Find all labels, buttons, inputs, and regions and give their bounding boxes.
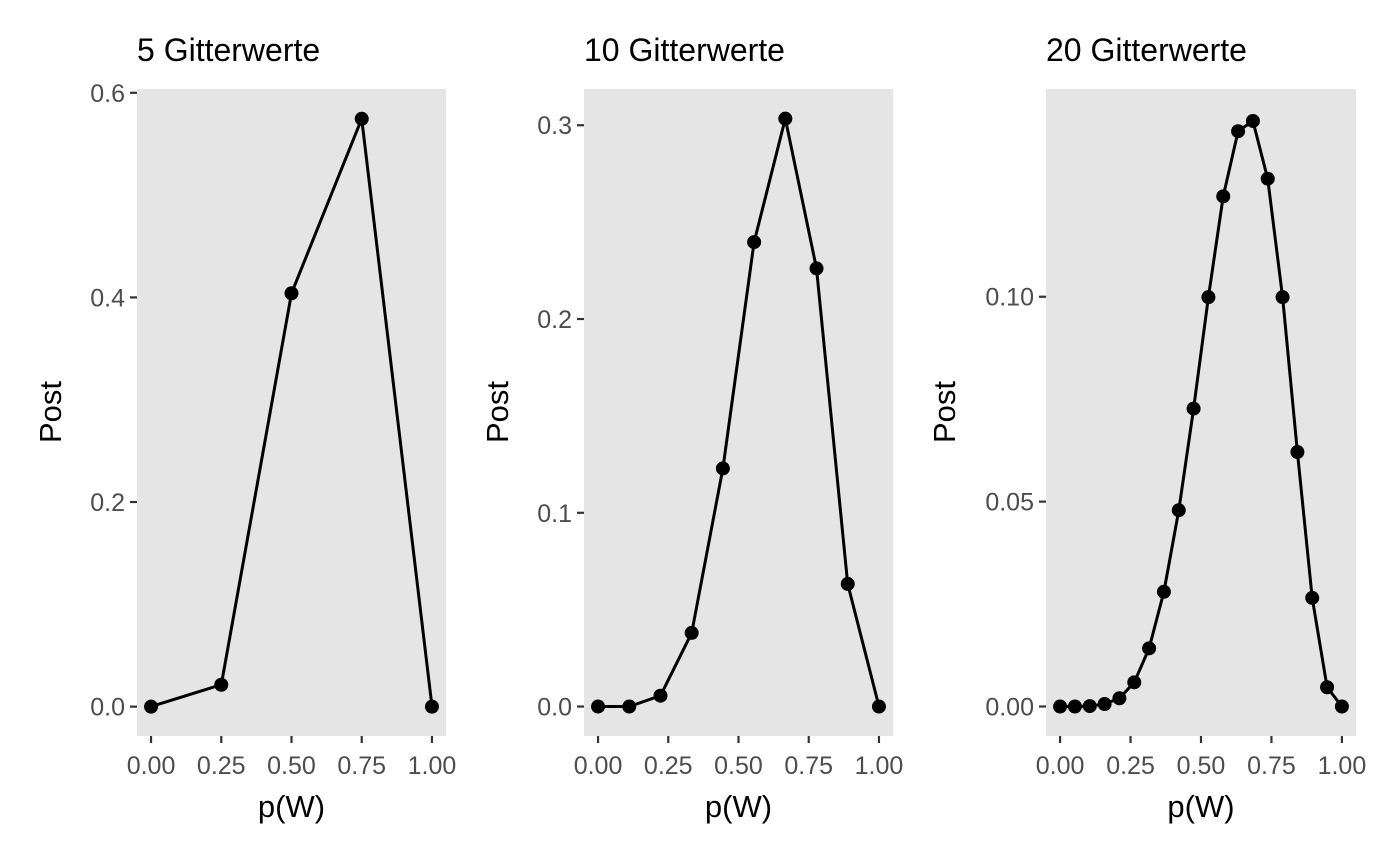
panel-2-title: 10 Gitterwerte [584, 32, 785, 68]
panel-1-point-1 [214, 677, 229, 692]
panel-3-point-8 [1171, 503, 1186, 518]
panel-1-y-tick-label-0: 0.0 [90, 694, 125, 722]
panel-1-x-tick-label-0: 0.00 [127, 752, 176, 780]
panel-3-point-9 [1186, 401, 1201, 416]
panel-1: 5 Gitterwerte 0.00 0.25 0.50 0.75 1.00 0.0 0.2… [33, 32, 456, 824]
panel-1-x-tick-label-4: 1.00 [408, 752, 457, 780]
panel-3-y-tick-label-1: 0.05 [985, 489, 1034, 517]
panel-2-y-tick-label-0: 0.0 [537, 694, 572, 722]
panel-1-x-tick-label-1: 0.25 [197, 752, 246, 780]
panel-2-x-tick-label-4: 1.00 [855, 752, 904, 780]
panel-3-point-19 [1334, 699, 1349, 714]
panel-2-point-4 [715, 461, 730, 476]
panel-2-point-6 [778, 111, 793, 126]
panel-2-x-tick-label-3: 0.75 [784, 752, 833, 780]
panel-3-point-1 [1067, 699, 1082, 714]
panel-3-x-tick-label-0: 0.00 [1036, 752, 1085, 780]
panel-2: 10 Gitterwerte 0.00 0.25 0.50 0.75 1.000.00.… [480, 32, 903, 824]
panel-2-point-5 [747, 235, 762, 250]
panel-2-y-axis-title: Post [480, 381, 515, 443]
panel-3-point-6 [1142, 641, 1157, 656]
panel-3-point-12 [1231, 124, 1246, 139]
panel-1-title: 5 Gitterwerte [137, 32, 320, 68]
panel-3-point-16 [1290, 445, 1305, 460]
panel-3-point-3 [1097, 697, 1112, 712]
panel-3-point-11 [1216, 189, 1231, 204]
panel-1-point-2 [284, 286, 299, 301]
panel-3-x-tick-label-4: 1.00 [1318, 752, 1367, 780]
panel-3-y-axis-title: Post [927, 381, 962, 443]
panel-3-marks: 0.00 0.25 0.50 0.75 1.00 0.00 0.05 0.10 [985, 113, 1367, 780]
panel-2-y-tick-label-1: 0.1 [537, 500, 572, 528]
panel-2-x-axis-title: p(W) [705, 789, 772, 824]
panel-1-y-tick-label-2: 0.4 [90, 284, 125, 312]
panel-3-point-2 [1082, 699, 1097, 714]
panel-1-point-3 [354, 111, 369, 126]
panel-1-y-axis-title: Post [33, 381, 68, 443]
panel-2-x-tick-label-1: 0.25 [644, 752, 693, 780]
panel-3-point-14 [1260, 171, 1275, 186]
panel-3-point-7 [1156, 584, 1171, 599]
panel-2-y-tick-label-2: 0.2 [537, 306, 572, 334]
panel-3-point-13 [1245, 113, 1260, 128]
panel-2-x-tick-label-2: 0.50 [714, 752, 763, 780]
panel-2-plot-background [584, 89, 893, 736]
panel-3-point-18 [1320, 680, 1335, 695]
panel-1-y-tick-label-1: 0.2 [90, 489, 125, 517]
panel-1-x-tick-label-2: 0.50 [267, 752, 316, 780]
panel-3-point-4 [1112, 691, 1127, 706]
panel-1-marks: 0.00 0.25 0.50 0.75 1.00 0.0 0.2 0.4 0.6 [90, 80, 456, 780]
panel-2-x-tick-label-0: 0.00 [574, 752, 623, 780]
panel-1-x-tick-label-3: 0.75 [337, 752, 386, 780]
panel-3-x-tick-label-2: 0.50 [1177, 752, 1226, 780]
panel-2-point-9 [871, 699, 886, 714]
panel-3-title: 20 Gitterwerte [1046, 32, 1247, 68]
panel-3-point-17 [1305, 590, 1320, 605]
panel-3: 20 Gitterwerte 0.00 0.25 0.50 0.75 1.000.000… [927, 32, 1366, 824]
panel-2-point-1 [622, 699, 637, 714]
panel-3-y-tick-label-2: 0.10 [985, 284, 1034, 312]
panel-2-marks: 0.00 0.25 0.50 0.75 1.00 0.0 0.1 0.2 0.3 [537, 111, 904, 780]
panel-3-point-5 [1127, 675, 1142, 690]
panel-3-x-tick-label-1: 0.25 [1106, 752, 1155, 780]
panel-2-y-tick-label-3: 0.3 [537, 112, 572, 140]
panel-2-point-0 [591, 699, 606, 714]
panel-3-point-0 [1053, 699, 1068, 714]
panel-1-y-tick-label-3: 0.6 [90, 80, 125, 108]
panel-2-point-3 [684, 625, 699, 640]
panel-3-x-tick-label-3: 0.75 [1247, 752, 1296, 780]
panel-3-plot-background [1046, 89, 1356, 736]
panel-3-point-10 [1201, 290, 1216, 305]
panel-2-point-8 [840, 576, 855, 591]
panel-2-point-7 [809, 261, 824, 276]
panel-1-x-axis-title: p(W) [258, 789, 325, 824]
panel-2-point-2 [653, 688, 668, 703]
panel-1-point-0 [144, 699, 159, 714]
panel-3-point-15 [1275, 290, 1290, 305]
panel-3-x-axis-title: p(W) [1167, 789, 1234, 824]
panel-3-y-tick-label-0: 0.00 [985, 693, 1034, 721]
panel-2-series-line [598, 117, 881, 708]
panel-1-plot-background [137, 89, 446, 736]
panel-1-point-4 [424, 699, 439, 714]
